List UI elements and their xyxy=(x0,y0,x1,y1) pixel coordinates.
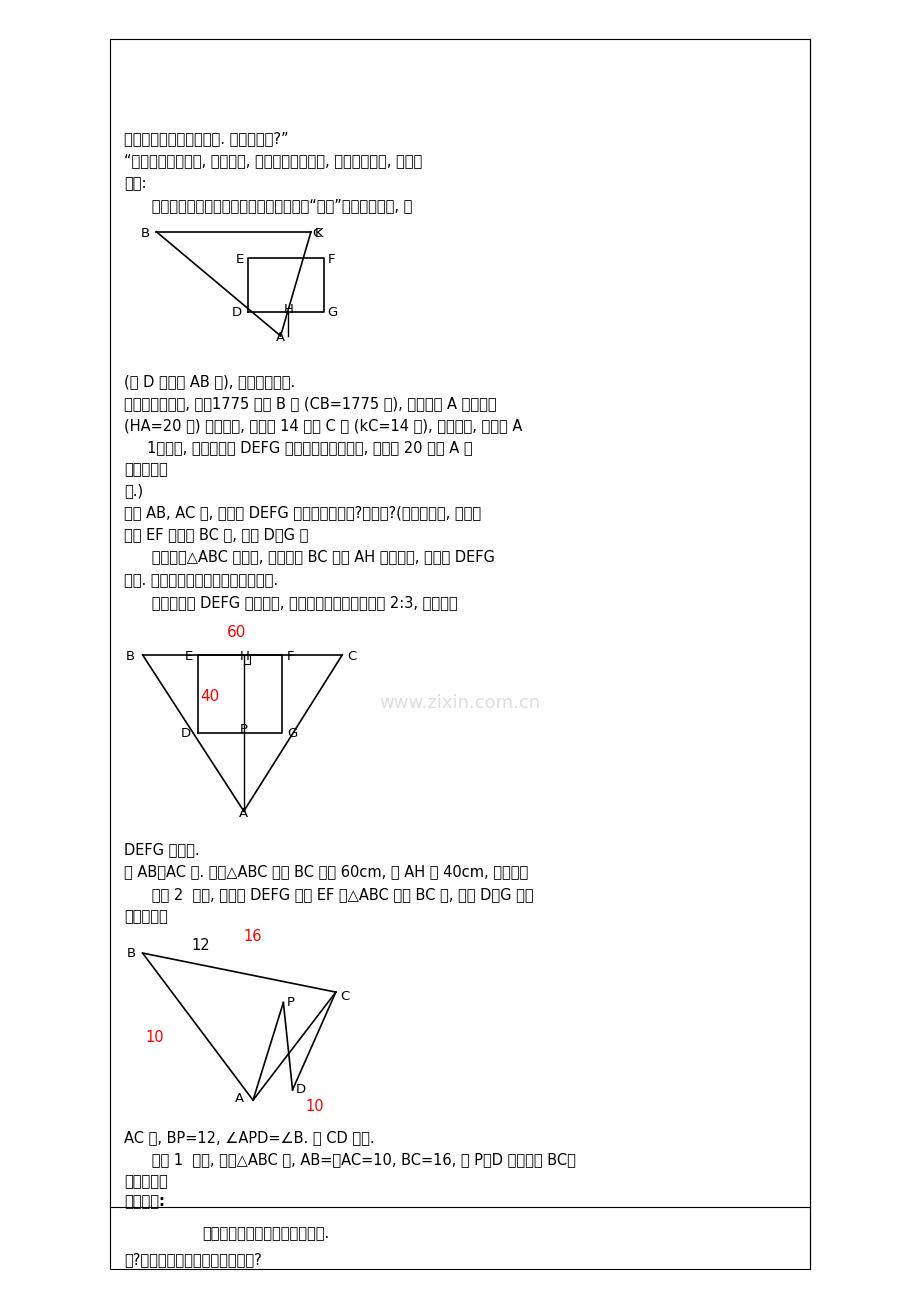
Text: 例题 1  如图, 已知△ABC 中, AB=、AC=10, BC=16, 点 P、D 分别在边 BC、: 例题 1 如图, 已知△ABC 中, AB=、AC=10, BC=16, 点 P… xyxy=(124,1152,575,1168)
Text: D: D xyxy=(180,727,190,740)
Text: www.zixin.com.cn: www.zixin.com.cn xyxy=(379,694,540,712)
Text: B: B xyxy=(126,650,135,663)
Text: 呢?两个相似多边形有哪些性质呢?: 呢?两个相似多边形有哪些性质呢? xyxy=(124,1253,262,1268)
Text: 在 AB、AC 上. 已知△ABC 的边 BC 长为 60cm, 高 AH 为 40cm, 求正方形: 在 AB、AC 上. 已知△ABC 的边 BC 长为 60cm, 高 AH 为 … xyxy=(124,865,528,880)
Text: 若将正方形 DEFG 改为矩形, 且矩形的两条邻边之比为 2:3, 求矩形的: 若将正方形 DEFG 改为矩形, 且矩形的两条邻边之比为 2:3, 求矩形的 xyxy=(124,595,458,611)
Bar xyxy=(110,39,809,1269)
Text: 行一千七百七十五步见木. 问邑方几何?”: 行一千七百七十五步见木. 问邑方几何?” xyxy=(124,132,289,147)
Text: H: H xyxy=(240,650,249,663)
Text: AC 上, BP=12, ∠APD=∠B. 求 CD 的长.: AC 上, BP=12, ∠APD=∠B. 求 CD 的长. xyxy=(124,1130,374,1146)
Text: F: F xyxy=(287,650,294,663)
Text: 12: 12 xyxy=(191,937,210,953)
Text: 的树木都在盲区, 行了1775 步到 B 处 (CB=1775 步), 正好看到 A 处的树木: 的树木都在盲区, 行了1775 步到 B 处 (CB=1775 步), 正好看到… xyxy=(124,396,496,411)
Text: E: E xyxy=(235,253,244,266)
Text: P: P xyxy=(287,996,295,1009)
Text: A: A xyxy=(234,1092,244,1105)
Text: 课内练习一: 课内练习一 xyxy=(124,462,168,478)
Text: 文是:: 文是: xyxy=(124,176,146,191)
Text: 的边 EF 在直线 BC 上, 顶点 D、G 分: 的边 EF 在直线 BC 上, 顶点 D、G 分 xyxy=(124,527,308,543)
Text: 别在 AB, AC 上, 正方形 DEFG 的边长会变化吗?为什么?(请画出图形, 加以说: 别在 AB, AC 上, 正方形 DEFG 的边长会变化吗?为什么?(请画出图形… xyxy=(124,505,481,521)
Text: 新课探索一: 新课探索一 xyxy=(124,1174,168,1190)
Text: G: G xyxy=(327,306,337,319)
Text: 1．如图, 正方形城邑 DEFG 的四面正中各有城门, 出北门 20 步的 A 处: 1．如图, 正方形城邑 DEFG 的四面正中各有城门, 出北门 20 步的 A … xyxy=(124,440,472,456)
Text: P: P xyxy=(240,723,248,736)
Text: 明.): 明.) xyxy=(124,483,143,499)
Text: D: D xyxy=(232,306,242,319)
Text: K: K xyxy=(314,227,323,240)
Text: “今有邑方不知大小, 各中开门, 出北门二十步有木, 出南门十四步, 折而西: “今有邑方不知大小, 各中开门, 出北门二十步有木, 出南门十四步, 折而西 xyxy=(124,154,422,169)
Text: 10: 10 xyxy=(305,1099,323,1115)
Text: A: A xyxy=(239,807,248,820)
Text: 新课探索二: 新课探索二 xyxy=(124,909,168,924)
Text: 16: 16 xyxy=(244,928,262,944)
Text: 60: 60 xyxy=(226,625,246,641)
Text: B: B xyxy=(141,227,150,240)
Text: 例题 2  如图, 正方形 DEFG 的边 EF 在△ABC 的边 BC 上, 顶点 D、G 分别: 例题 2 如图, 正方形 DEFG 的边 EF 在△ABC 的边 BC 上, 顶… xyxy=(124,887,533,902)
Text: F: F xyxy=(327,253,335,266)
Text: H: H xyxy=(284,303,293,316)
Text: 40: 40 xyxy=(200,689,219,704)
Text: (HA=20 步) 有一树木, 出南门 14 步到 C 处 (kC=14 步), 再向西行, 此时点 A: (HA=20 步) 有一树木, 出南门 14 步到 C 处 (kC=14 步),… xyxy=(124,418,522,434)
Text: C: C xyxy=(312,227,321,240)
Text: 本题是我国古代数学名著《九章算术》中“勾股”章的第二十题, 原: 本题是我国古代数学名著《九章算术》中“勾股”章的第二十题, 原 xyxy=(124,198,412,214)
Text: DEFG 的边长.: DEFG 的边长. xyxy=(124,842,199,858)
Text: 10: 10 xyxy=(145,1030,164,1046)
Text: 如果改变△ABC 的形状, 但保持边 BC 与高 AH 的长不变, 正方形 DEFG: 如果改变△ABC 的形状, 但保持边 BC 与高 AH 的长不变, 正方形 DE… xyxy=(124,549,494,565)
Text: B: B xyxy=(127,947,136,960)
Text: E: E xyxy=(185,650,193,663)
Text: G: G xyxy=(287,727,297,740)
Text: 知识呈现:: 知识呈现: xyxy=(124,1194,165,1210)
Text: 边长. 请根据题意画出符合要求的图形.: 边长. 请根据题意画出符合要求的图形. xyxy=(124,573,278,589)
Text: 这就是我们本节课要研究的课题.: 这就是我们本节课要研究的课题. xyxy=(202,1226,329,1242)
Text: D: D xyxy=(295,1083,305,1096)
Text: A: A xyxy=(276,331,285,344)
Text: C: C xyxy=(346,650,356,663)
Text: C: C xyxy=(340,990,349,1003)
Text: (点 D 在直线 AB 上), 求城邑的边长.: (点 D 在直线 AB 上), 求城邑的边长. xyxy=(124,374,295,389)
